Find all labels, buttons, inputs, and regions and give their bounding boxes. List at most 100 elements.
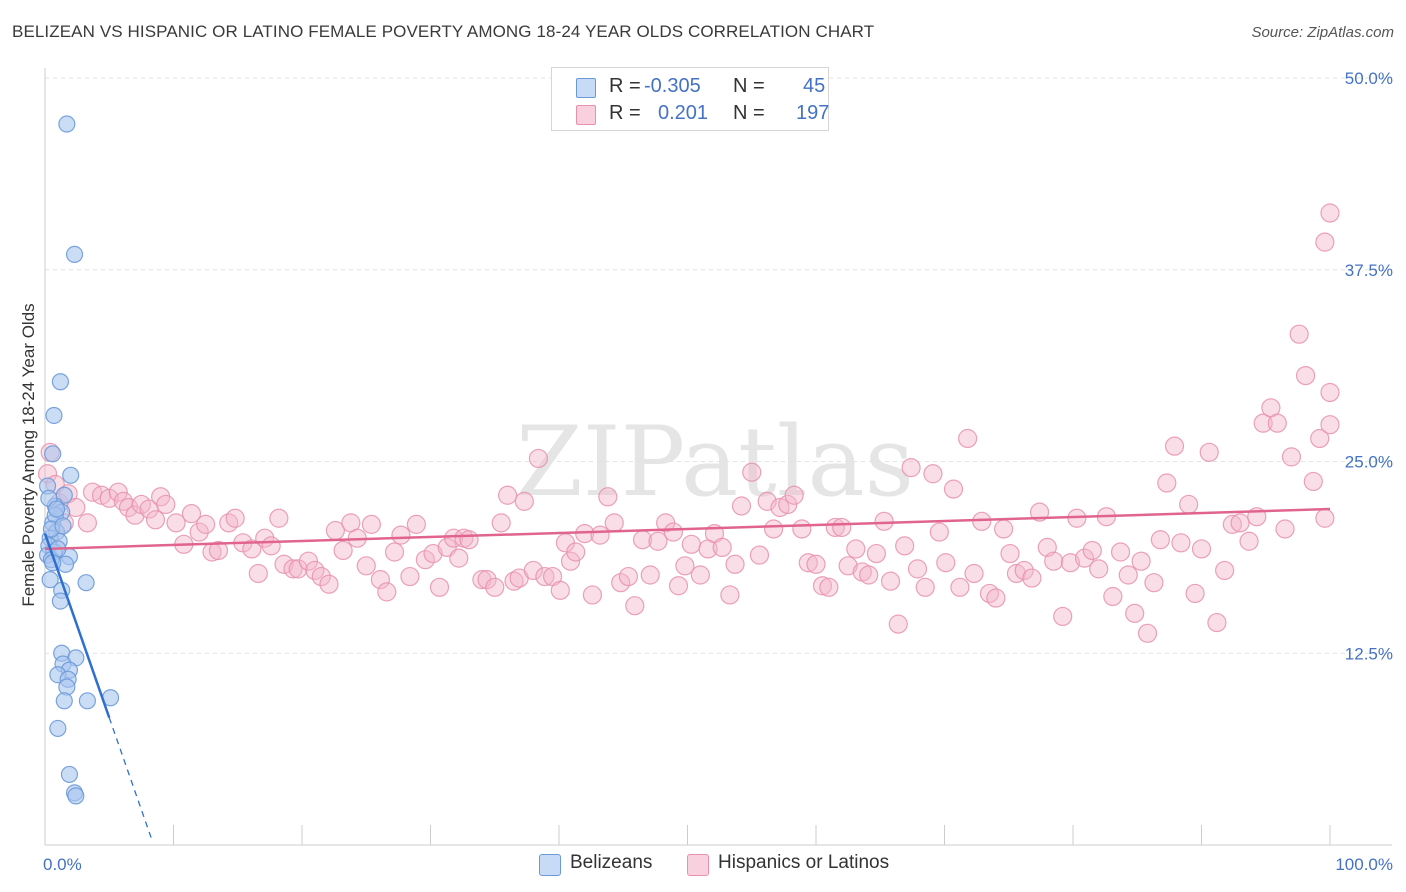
hispanic-point [798,553,818,573]
hispanic-point [288,559,308,579]
hispanic-point [675,556,695,576]
hispanic-point [648,531,668,551]
hispanic-point [485,577,505,597]
hispanic-point [895,536,915,556]
hispanic-point [225,508,245,528]
hispanic-point [196,514,216,534]
hispanic-point [1006,563,1027,584]
belizean-point [77,574,95,592]
hispanic-point [415,550,435,570]
belizean-point [41,571,59,589]
hispanic-point [523,560,543,581]
correlation-legend: R = -0.305 N = 45 R = 0.201 N = 197 [551,67,829,131]
hispanic-point [1044,551,1064,571]
hispanic-point [943,479,964,499]
hispanic-point [449,548,469,568]
hispanic-point [986,588,1006,608]
hispanic-point [1215,560,1235,581]
hispanic-point [663,522,683,542]
hispanic-point [712,537,732,558]
hispanic-point [1320,203,1340,223]
belizean-point [58,115,76,133]
hispanic-point [444,528,464,548]
hispanic-point [400,566,420,587]
hispanic-point [1110,542,1131,562]
hispanic-legend-swatch [687,854,709,876]
hispanic-point [1230,513,1250,533]
hispanic-point [915,577,935,597]
hispanic-point [1239,531,1259,551]
hispanic-point [1014,560,1034,581]
hispanic-point [784,485,804,505]
hispanic-point [846,539,866,559]
belizean-point [44,445,62,463]
hispanic-point [1157,473,1177,493]
hispanic-point [668,576,689,596]
hispanic-point [504,571,524,591]
hispanic-point [361,514,381,534]
hispanic-point [994,519,1014,539]
hispanic-point [1074,548,1095,568]
belizean-trend-extension [108,717,153,840]
hispanic-point [1150,530,1170,550]
hispanic-point [1315,232,1335,252]
y-tick-label: 37.5% [1345,261,1393,280]
hispanic-point [1029,502,1050,522]
hispanic-point [1267,413,1287,433]
hispanic-point [1207,612,1227,633]
hispanic-point [582,585,603,605]
belizean-point [45,406,63,425]
source-label: Source: ZipAtlas.com [1251,24,1394,41]
legend-n-value: 197 [796,102,830,124]
hispanic-point [598,487,618,507]
hispanic-point [1281,447,1302,467]
hispanic-point [1144,573,1164,593]
hispanic-point [950,577,970,597]
legend-r-value: -0.305 [644,75,701,97]
hispanic-point [1185,583,1205,604]
hispanic-point [156,494,176,515]
hispanic-point [1089,559,1109,579]
hispanic-point [812,576,833,596]
hispanic-point [550,580,570,600]
hispanic-point [528,448,549,469]
hispanic-point [901,458,921,478]
hispanic-point [1164,436,1185,456]
y-tick-label: 25.0% [1345,453,1393,472]
hispanic-point [1000,543,1020,564]
hispanic-point [1053,606,1073,627]
hispanic-point [936,553,956,573]
hispanic-point [125,505,145,525]
legend-n-label: N = [733,102,765,124]
hispanic-point [742,462,762,482]
hispanic-point [590,525,610,545]
hispanic-point [770,497,790,518]
hispanic-point [972,511,992,531]
hispanic-point [77,513,98,533]
hispanic-point [792,519,812,539]
hispanic-point [242,539,262,559]
belizean-point [67,787,85,805]
hispanic-point [319,574,339,594]
legend-n-label: N = [733,75,765,97]
legend-r-label: R = [609,102,641,124]
gridlines [45,77,1392,654]
hispanic-point [1171,533,1191,553]
hispanic-point [749,545,770,565]
hispanic-point [145,510,166,530]
hispanic-point [108,482,128,502]
hispanic-point [535,566,555,587]
belizean-points [38,115,120,805]
hispanic-point [248,563,268,584]
hispanic-point [640,565,660,585]
hispanic-point [720,585,740,605]
hispanic-point [964,563,984,584]
hispanic-point [283,559,303,579]
hispanic-point [274,554,294,574]
legend-label-hispanics: Hispanics or Latinos [718,852,890,873]
hispanic-point [866,543,886,564]
hispanic-point [874,511,894,531]
belizean-point [47,500,66,518]
legend-r-value: 0.201 [658,102,709,124]
hispanic-point [498,485,518,505]
